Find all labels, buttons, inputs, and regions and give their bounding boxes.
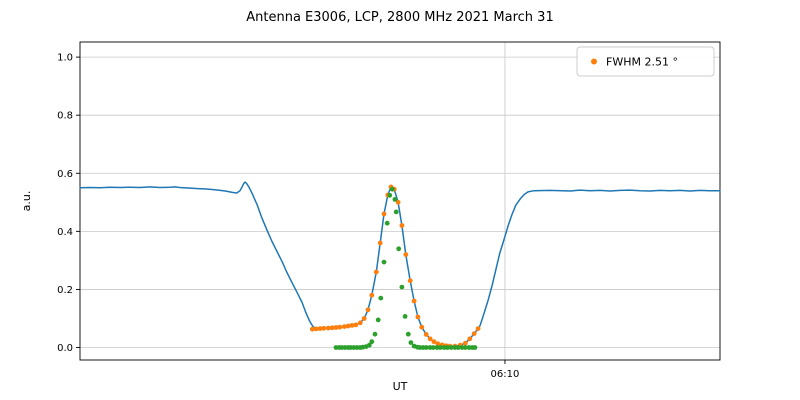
scan-point xyxy=(399,223,405,228)
scan-point xyxy=(349,323,355,328)
scan-point xyxy=(381,211,387,217)
scan-point xyxy=(361,316,367,321)
legend-label: FWHM 2.51 ° xyxy=(606,56,678,69)
scan-point xyxy=(475,326,481,331)
legend-box xyxy=(576,46,715,77)
fit-point xyxy=(462,345,468,350)
fit-point xyxy=(408,340,414,345)
fit-point xyxy=(445,345,450,350)
fit-point xyxy=(372,331,378,337)
y-tick-label: 0.8 xyxy=(57,111,73,122)
fit-point xyxy=(399,284,405,290)
scan-point xyxy=(345,323,351,329)
scan-point xyxy=(407,278,413,284)
scan-point xyxy=(317,326,323,331)
fit-point xyxy=(396,246,402,252)
scan-point xyxy=(462,340,468,346)
fit-point xyxy=(430,345,436,350)
scan-point xyxy=(321,325,327,331)
scan-point xyxy=(325,325,331,331)
scan-point xyxy=(419,324,425,330)
scan-point xyxy=(357,320,363,326)
scan-point xyxy=(341,324,347,329)
axes-frame xyxy=(79,41,721,361)
y-tick-label: 1.0 xyxy=(57,53,73,64)
fit-point xyxy=(437,345,443,350)
fit-point xyxy=(389,186,395,192)
scan-point xyxy=(373,269,379,275)
scan-point xyxy=(353,322,359,328)
scan-point xyxy=(435,341,441,347)
scan-point xyxy=(329,325,335,331)
fit-point xyxy=(369,339,375,345)
plot-area: 0.0 0.2 0.4 0.6 0.8 1.0 06:10 xyxy=(57,41,721,380)
fit-point xyxy=(455,345,461,350)
fit-point xyxy=(405,331,411,337)
scan-point xyxy=(333,325,339,330)
scan-point xyxy=(411,298,417,304)
chart-title: Antenna E3006, LCP, 2800 MHz 2021 March … xyxy=(246,10,553,25)
fit-point xyxy=(448,345,454,350)
scan-point xyxy=(377,240,383,246)
fit-point xyxy=(393,209,399,215)
fit-point xyxy=(366,342,372,348)
y-tick-label: 0.4 xyxy=(57,227,73,238)
x-tick-label: 06:10 xyxy=(491,369,520,380)
x-axis-label: UT xyxy=(393,380,408,393)
scan-point xyxy=(337,324,343,330)
y-tick-label: 0.6 xyxy=(57,169,73,180)
scan-point xyxy=(471,331,477,336)
scan-point xyxy=(369,292,375,298)
fit-point xyxy=(423,345,429,350)
legend: FWHM 2.51 ° xyxy=(576,46,715,77)
scan-point xyxy=(313,326,319,332)
scan-point xyxy=(423,332,429,337)
signal-line xyxy=(79,181,721,347)
scan-point xyxy=(431,339,437,345)
fit-point xyxy=(378,295,384,301)
fit-point xyxy=(472,345,478,350)
fit-point xyxy=(375,317,381,323)
fit-point xyxy=(402,314,408,319)
scan-point xyxy=(415,314,421,320)
y-tick-label: 0.2 xyxy=(57,285,73,296)
fit-point xyxy=(392,197,398,202)
y-tick-label: 0.0 xyxy=(57,343,73,354)
scan-point xyxy=(309,326,315,332)
scan-point xyxy=(427,336,433,342)
scan-point xyxy=(403,252,409,257)
scan-point xyxy=(467,336,473,342)
fit-point xyxy=(387,192,393,198)
scan-point xyxy=(395,199,401,205)
legend-marker-icon xyxy=(591,58,597,65)
fit-point xyxy=(381,259,387,265)
y-axis-label: a.u. xyxy=(20,191,33,212)
scan-point xyxy=(365,307,371,313)
fit-point xyxy=(384,220,390,226)
